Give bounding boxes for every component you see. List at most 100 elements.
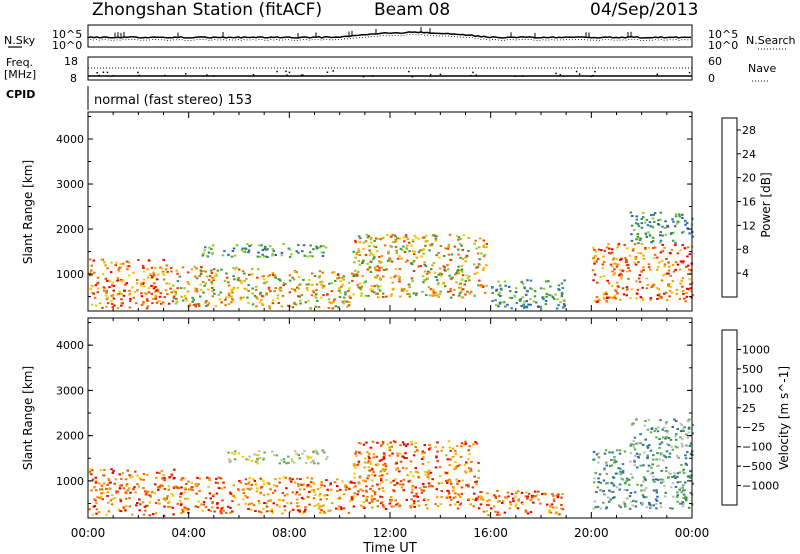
scatter-cell	[251, 292, 254, 295]
scatter-cell	[204, 246, 207, 249]
scatter-cell	[478, 258, 481, 261]
scatter-cell	[315, 293, 318, 296]
velocity-x-ticks	[87, 318, 693, 518]
scatter-cell	[687, 264, 690, 267]
scatter-cell	[495, 288, 498, 291]
scatter-cell	[358, 254, 361, 257]
scatter-cell	[619, 269, 622, 272]
scatter-cell	[364, 253, 368, 256]
scatter-cell	[595, 260, 598, 263]
scatter-cell	[315, 296, 318, 299]
scatter-cell	[468, 292, 471, 295]
scatter-cell	[92, 292, 95, 295]
scatter-cell	[159, 266, 162, 269]
scatter-cell	[662, 436, 665, 439]
scatter-cell	[629, 443, 633, 446]
scatter-cell	[334, 305, 338, 308]
scatter-cell	[422, 485, 426, 488]
scatter-cell	[295, 452, 298, 455]
nave-dot	[555, 72, 557, 75]
scatter-cell	[640, 218, 643, 220]
scatter-cell	[109, 499, 113, 502]
scatter-cell	[636, 466, 639, 469]
scatter-cell	[238, 480, 241, 483]
scatter-cell	[208, 246, 211, 249]
scatter-cell	[679, 480, 682, 483]
scatter-cell	[682, 489, 685, 492]
velocity-scatter	[88, 417, 695, 517]
scatter-cell	[173, 468, 176, 471]
scatter-cell	[631, 504, 634, 507]
scatter-cell	[611, 270, 614, 273]
nsearch-line	[87, 33, 692, 41]
scatter-cell	[199, 283, 202, 286]
scatter-cell	[278, 287, 281, 290]
scatter-cell	[643, 451, 646, 454]
scatter-cell	[315, 245, 318, 248]
scatter-cell	[479, 503, 483, 506]
scatter-cell	[623, 489, 627, 491]
scatter-cell	[636, 235, 639, 238]
scatter-cell	[135, 302, 138, 305]
scatter-cell	[456, 270, 459, 273]
scatter-cell	[88, 472, 92, 475]
scatter-cell	[618, 488, 621, 491]
scatter-cell	[161, 271, 165, 274]
scatter-cell	[630, 500, 633, 503]
scatter-cell	[603, 249, 606, 252]
scatter-cell	[435, 488, 438, 491]
scatter-cell	[665, 450, 669, 453]
scatter-cell	[198, 275, 201, 277]
scatter-cell	[600, 249, 603, 252]
scatter-cell	[674, 438, 678, 441]
scatter-cell	[531, 288, 534, 291]
scatter-cell	[357, 460, 361, 463]
scatter-cell	[523, 287, 527, 290]
scatter-cell	[116, 277, 120, 279]
scatter-cell	[527, 303, 530, 306]
scatter-cell	[427, 461, 430, 464]
scatter-cell	[357, 490, 360, 493]
scatter-cell	[381, 487, 384, 490]
scatter-cell	[120, 304, 123, 307]
scatter-cell	[90, 303, 94, 306]
scatter-cell	[393, 234, 397, 236]
scatter-cell	[621, 469, 625, 472]
scatter-cell	[353, 476, 356, 479]
scatter-cell	[369, 288, 373, 291]
scatter-cell	[388, 454, 391, 457]
colorbar-tick-label: 12	[742, 219, 756, 232]
scatter-cell	[110, 261, 113, 264]
scatter-cell	[164, 499, 167, 502]
scatter-cell	[390, 293, 393, 296]
scatter-cell	[426, 270, 430, 273]
scatter-cell	[674, 213, 678, 216]
scatter-cell	[384, 508, 388, 510]
scatter-cell	[206, 476, 209, 479]
scatter-cell	[315, 289, 318, 291]
scatter-cell	[211, 502, 214, 505]
scatter-cell	[611, 476, 615, 479]
scatter-cell	[389, 498, 392, 501]
scatter-cell	[432, 291, 435, 294]
scatter-cell	[290, 480, 293, 483]
scatter-cell	[527, 492, 531, 495]
scatter-cell	[610, 481, 613, 484]
scatter-cell	[389, 500, 392, 503]
scatter-cell	[404, 445, 408, 448]
scatter-cell	[595, 491, 598, 493]
scatter-cell	[650, 214, 653, 217]
scatter-cell	[337, 508, 340, 511]
scatter-cell	[215, 503, 219, 506]
scatter-cell	[367, 235, 371, 238]
scatter-cell	[327, 509, 330, 512]
scatter-cell	[338, 289, 341, 292]
scatter-cell	[600, 490, 604, 493]
scatter-cell	[520, 305, 523, 308]
scatter-cell	[185, 483, 188, 485]
scatter-cell	[634, 500, 638, 503]
scatter-cell	[365, 441, 368, 444]
y-tick-label: 1000	[56, 268, 84, 281]
scatter-cell	[263, 502, 266, 504]
scatter-cell	[649, 505, 653, 508]
